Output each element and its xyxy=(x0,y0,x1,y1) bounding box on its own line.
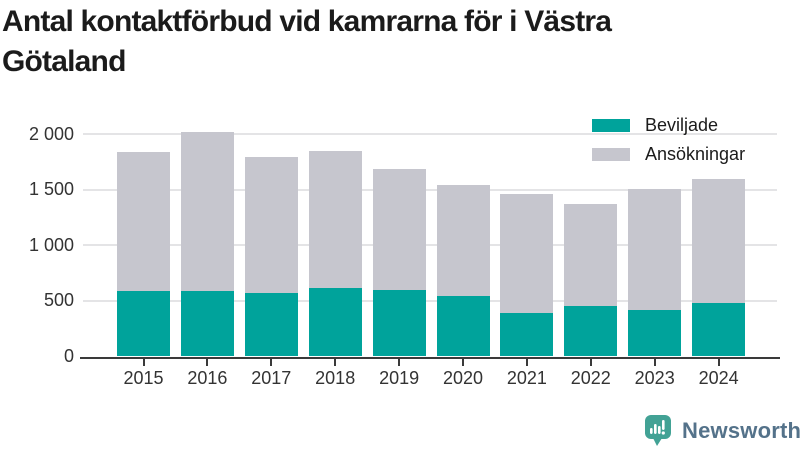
bar-2023-ansokningar xyxy=(628,188,682,310)
x-axis-label-2021: 2021 xyxy=(506,368,547,388)
x-axis-label-2018: 2018 xyxy=(315,368,356,388)
legend-swatch-ansokningar xyxy=(592,148,630,161)
legend-label-ansokningar: Ansökningar xyxy=(645,144,746,164)
legend-swatch-beviljade xyxy=(592,119,630,132)
x-axis-tick xyxy=(462,359,464,366)
bar-2017-ansokningar xyxy=(244,157,298,293)
bar-2022-ansokningar xyxy=(564,203,618,306)
legend-item-beviljade: Beviljade xyxy=(592,115,745,135)
bar-2017-beviljade xyxy=(244,292,298,357)
x-axis-label-2023: 2023 xyxy=(634,368,675,388)
x-axis-line xyxy=(80,356,780,359)
legend-item-ansokningar: Ansökningar xyxy=(592,144,745,164)
x-axis-label-2022: 2022 xyxy=(570,368,611,388)
x-axis-tick xyxy=(334,359,337,366)
legend: Beviljade Ansökningar xyxy=(592,115,745,177)
x-axis-tick xyxy=(589,359,592,366)
x-axis-label-2015: 2015 xyxy=(123,368,164,388)
y-axis-tick-label: 1 500 xyxy=(28,179,74,200)
x-axis-label-2020: 2020 xyxy=(442,368,484,388)
gridline-2000 xyxy=(83,133,777,136)
newsworthy-logo-icon xyxy=(645,415,671,446)
x-axis-tick xyxy=(270,359,273,366)
x-axis-label-2017: 2017 xyxy=(251,368,292,388)
bar-2023-beviljade xyxy=(628,309,682,357)
bar-2015-beviljade xyxy=(117,291,170,357)
x-axis-label-2019: 2019 xyxy=(379,368,420,388)
bar-2024-beviljade xyxy=(692,303,746,357)
y-axis-tick-label: 0 xyxy=(63,346,74,366)
newsworthy-brand-link[interactable]: Newsworthy xyxy=(644,414,800,447)
bar-2024-ansokningar xyxy=(692,178,746,304)
bar-2018-beviljade xyxy=(308,287,362,357)
y-axis-tick-label: 500 xyxy=(43,290,74,311)
bar-2021-beviljade xyxy=(500,312,554,357)
chart-title: Antal kontaktförbud vid kamrarna för i V… xyxy=(2,5,612,78)
x-axis-tick xyxy=(398,359,401,366)
x-axis-tick xyxy=(206,359,209,366)
gridline-1000 xyxy=(83,244,777,247)
x-axis-tick xyxy=(142,359,145,366)
bar-2018-ansokningar xyxy=(308,150,362,288)
x-axis-label-2024: 2024 xyxy=(698,368,739,388)
bar-2020-ansokningar xyxy=(436,185,490,297)
legend-label-beviljade: Beviljade xyxy=(645,115,719,135)
gridline-1500 xyxy=(83,188,777,191)
x-axis-tick xyxy=(717,359,720,366)
bar-2021-ansokningar xyxy=(500,193,554,313)
bar-2019-beviljade xyxy=(372,289,426,357)
gridline-500 xyxy=(83,299,777,302)
bar-2016-ansokningar xyxy=(180,131,234,291)
bar-2020-beviljade xyxy=(436,296,490,357)
x-axis-tick xyxy=(653,359,656,366)
bar-2022-beviljade xyxy=(564,305,618,357)
y-axis-tick-label: 2 000 xyxy=(28,123,74,144)
x-axis-label-2016: 2016 xyxy=(187,368,228,388)
bar-2015-ansokningar xyxy=(117,151,170,292)
brand-name: Newsworthy xyxy=(682,417,800,443)
bar-2016-beviljade xyxy=(180,290,234,357)
y-axis-tick-label: 1 000 xyxy=(28,234,74,255)
bar-2019-ansokningar xyxy=(372,168,426,290)
x-axis-tick xyxy=(525,359,528,366)
